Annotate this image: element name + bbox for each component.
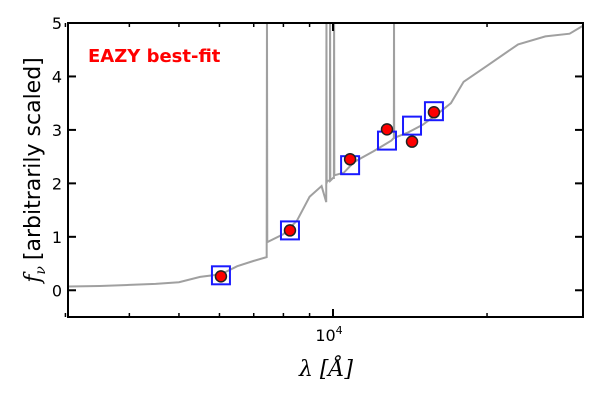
observed-point (380, 123, 394, 136)
y-tick-label: 5 (52, 14, 62, 33)
annotation-label: EAZY best-fit (88, 46, 221, 67)
observed-point (283, 224, 297, 237)
y-tick-label: 3 (52, 121, 62, 140)
y-axis-label: fν[arbitrarily scaled] (21, 57, 49, 285)
model-point (210, 265, 231, 286)
x-tick-label: 104 (315, 324, 342, 345)
observed-point (214, 270, 228, 283)
model-point (279, 220, 300, 241)
y-axis-subscript: ν (33, 266, 49, 275)
model-point (423, 101, 444, 122)
observed-point (427, 106, 441, 119)
y-tick-label: 4 (52, 67, 62, 86)
x-axis-label: λ [Å] (298, 354, 353, 382)
model-point (402, 115, 423, 136)
plot-frame (67, 22, 584, 318)
y-tick-label: 1 (52, 228, 62, 247)
y-tick-label: 0 (52, 281, 62, 300)
observed-point (343, 153, 357, 166)
x-tick-exponent: 4 (336, 324, 343, 337)
y-tick-label: 2 (52, 174, 62, 193)
plot-area (68, 23, 583, 288)
y-axis-rest: [arbitrarily scaled] (21, 57, 46, 260)
observed-point (405, 135, 419, 148)
